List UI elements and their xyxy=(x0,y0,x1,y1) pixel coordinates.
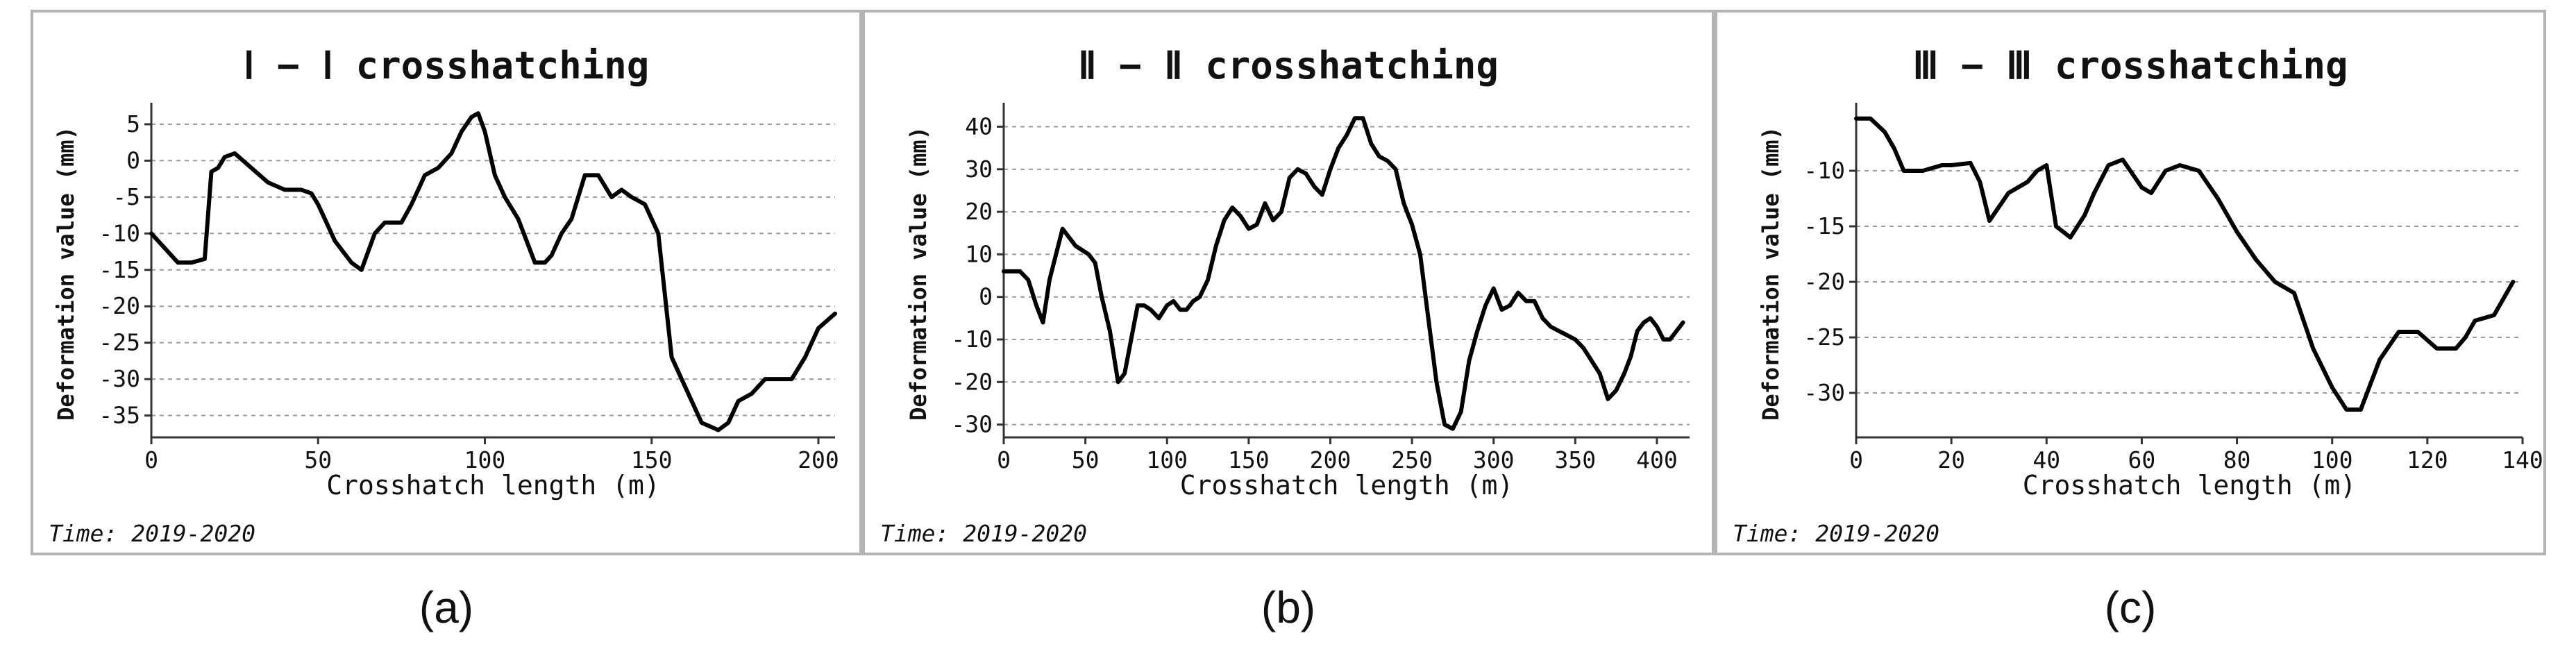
x-tick-label: 350 xyxy=(1555,446,1597,473)
x-tick-label: 0 xyxy=(1849,446,1863,473)
y-tick-label: 0 xyxy=(979,283,993,310)
time-note: Time: 2019-2020 xyxy=(49,520,255,547)
y-tick-label: 30 xyxy=(965,156,993,183)
y-tick-label: -30 xyxy=(951,411,993,438)
y-tick-label: -20 xyxy=(951,368,993,395)
y-tick-label: -10 xyxy=(951,326,993,353)
x-tick-label: 50 xyxy=(1072,446,1100,473)
y-tick-label: -20 xyxy=(1803,268,1845,295)
x-tick-label: 100 xyxy=(1146,446,1188,473)
y-tick-label: -15 xyxy=(99,256,140,283)
chart-title: Ⅱ − Ⅱ crosshatching xyxy=(1078,44,1499,87)
y-tick-label: -10 xyxy=(1803,157,1845,184)
x-tick-label: 140 xyxy=(2502,446,2543,473)
data-series-line xyxy=(1854,116,2516,412)
y-tick-label: -25 xyxy=(1803,324,1845,351)
y-tick-label: -20 xyxy=(99,292,140,319)
time-note: Time: 2019-2020 xyxy=(1733,520,1939,547)
y-tick-label: 5 xyxy=(126,110,140,137)
data-series-line xyxy=(1002,116,1685,431)
y-tick-label: 10 xyxy=(965,240,993,267)
chart-panel-c: Ⅲ − Ⅲ crosshatching -10 -15 -20 -25 -30 0 20 40 6… xyxy=(1715,10,2546,555)
x-tick-label: 80 xyxy=(2223,446,2251,473)
caption-b: (b) xyxy=(1261,582,1316,632)
time-note: Time: 2019-2020 xyxy=(880,520,1087,547)
chart-panel-b: Ⅱ − Ⅱ crosshatching 40 30 20 10 0 -10 -20 -30 0 50… xyxy=(862,10,1715,555)
x-tick-label: 50 xyxy=(304,446,332,473)
y-tick-label: -30 xyxy=(1803,379,1845,406)
x-tick-label: 250 xyxy=(1391,446,1433,473)
y-tick-label: 40 xyxy=(965,113,993,140)
x-axis-label: Crosshatch length (m) xyxy=(2023,470,2356,501)
x-tick-label: 150 xyxy=(1228,446,1270,473)
y-tick-label: -5 xyxy=(112,183,140,210)
chart-title: Ⅰ − Ⅰ crosshatching xyxy=(244,44,650,87)
x-tick-label: 200 xyxy=(1310,446,1352,473)
y-axis-label: Deformation value (mm) xyxy=(53,126,79,421)
y-tick-label: -10 xyxy=(99,219,140,246)
y-tick-label: -25 xyxy=(99,329,140,356)
chart-a: Ⅰ − Ⅰ crosshatching50-5-10-15-20-25-30-3… xyxy=(49,44,839,547)
x-tick-label: 20 xyxy=(1937,446,1965,473)
chart-panel-a: Ⅰ − Ⅰ crosshatching 5 0 -5 -10 -15 -20 -25 -30 -3… xyxy=(31,10,862,555)
x-axis-label: Crosshatch length (m) xyxy=(326,470,659,501)
chart-title: Ⅲ − Ⅲ crosshatching xyxy=(1912,44,2348,87)
x-tick-label: 150 xyxy=(631,446,673,473)
caption-a: (a) xyxy=(419,582,474,632)
x-tick-label: 60 xyxy=(2128,446,2156,473)
x-tick-label: 300 xyxy=(1473,446,1515,473)
x-tick-label: 100 xyxy=(464,446,506,473)
x-tick-label: 40 xyxy=(2032,446,2060,473)
y-tick-label: -35 xyxy=(99,402,140,429)
y-axis-label: Deformation value (mm) xyxy=(1758,126,1784,421)
x-axis-label: Crosshatch length (m) xyxy=(1180,470,1513,501)
x-tick-label: 400 xyxy=(1636,446,1678,473)
x-tick-label: 200 xyxy=(798,446,839,473)
y-tick-label: -30 xyxy=(99,365,140,392)
x-tick-label: 100 xyxy=(2312,446,2353,473)
data-series-line xyxy=(149,111,837,432)
x-tick-label: 120 xyxy=(2407,446,2448,473)
caption-c: (c) xyxy=(2104,582,2157,632)
y-axis-label: Deformation value (mm) xyxy=(905,126,932,421)
y-tick-label: 0 xyxy=(126,146,140,174)
y-tick-label: -15 xyxy=(1803,212,1845,240)
x-tick-label: 0 xyxy=(144,446,158,473)
chart-c: Ⅲ − Ⅲ crosshatching -10 -15 -20 -25 -30 0 20 40 6… xyxy=(1733,44,2543,547)
x-tick-label: 0 xyxy=(997,446,1011,473)
y-tick-label: 20 xyxy=(965,198,993,225)
